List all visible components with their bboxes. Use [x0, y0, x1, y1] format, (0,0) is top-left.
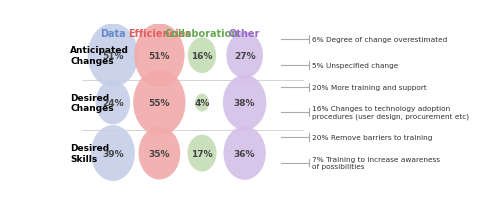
Text: Desired
Skills: Desired Skills: [70, 144, 110, 163]
Text: 51%: 51%: [148, 51, 170, 60]
Ellipse shape: [134, 24, 184, 88]
Text: 38%: 38%: [234, 99, 256, 108]
Text: 27%: 27%: [234, 51, 256, 60]
Ellipse shape: [96, 81, 130, 125]
Text: 39%: 39%: [102, 149, 124, 158]
Ellipse shape: [188, 38, 216, 74]
Text: Other: Other: [229, 28, 260, 38]
Text: 36%: 36%: [234, 149, 256, 158]
Text: 35%: 35%: [148, 149, 170, 158]
Ellipse shape: [133, 70, 186, 136]
Ellipse shape: [91, 125, 135, 181]
Ellipse shape: [226, 33, 263, 79]
Text: Collaboration: Collaboration: [165, 28, 239, 38]
Text: 51%: 51%: [102, 51, 124, 60]
Text: 4%: 4%: [194, 99, 210, 108]
Ellipse shape: [195, 94, 209, 112]
Ellipse shape: [88, 24, 138, 88]
Text: 20% More training and support: 20% More training and support: [312, 84, 427, 90]
Text: Data: Data: [100, 28, 126, 38]
Text: 6% Degree of change overestimated: 6% Degree of change overestimated: [312, 37, 448, 43]
Ellipse shape: [223, 76, 266, 130]
Text: 55%: 55%: [148, 99, 170, 108]
Text: 17%: 17%: [191, 149, 213, 158]
Text: Desired
Changes: Desired Changes: [70, 93, 114, 113]
Text: Anticipated
Changes: Anticipated Changes: [70, 46, 129, 65]
Text: 16%: 16%: [191, 51, 213, 60]
Ellipse shape: [224, 127, 266, 180]
Text: 16% Changes to technology adoption
procedures (user design, procurement etc): 16% Changes to technology adoption proce…: [312, 106, 470, 119]
Text: 5% Unspecified change: 5% Unspecified change: [312, 62, 398, 68]
Text: Efficiencies: Efficiencies: [128, 28, 191, 38]
Text: 7% Training to increase awareness
of possibilities: 7% Training to increase awareness of pos…: [312, 156, 440, 169]
Text: 20% Remove barriers to training: 20% Remove barriers to training: [312, 135, 433, 141]
Text: 24%: 24%: [102, 99, 124, 108]
Ellipse shape: [188, 135, 216, 172]
Ellipse shape: [138, 127, 180, 180]
